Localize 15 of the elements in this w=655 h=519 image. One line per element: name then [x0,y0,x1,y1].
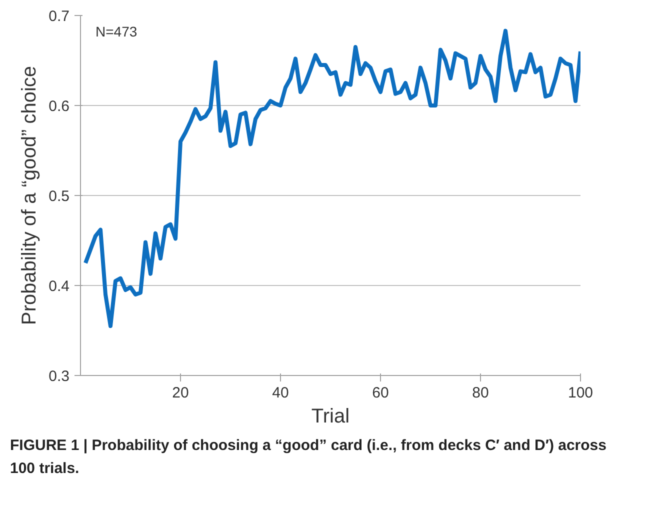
caption: FIGURE 1 | Probability of choosing a “good” card (i.e., from decks C′ and D′) across 100 trials. [10,436,608,478]
x-tick-label: 80 [472,384,489,402]
y-tick-label: 0.3 [48,368,70,385]
y-tick-label: 0.5 [48,188,70,205]
x-tick-label: 20 [172,384,189,402]
x-tick-label: 100 [568,384,594,402]
x-axis-title: Trial [311,406,350,428]
x-tick-label: 40 [272,384,289,402]
y-tick-label: 0.7 [48,8,70,25]
y-tick-label: 0.6 [48,98,70,115]
y-axis-title: Probability of a “good” choice [18,66,41,326]
line-series [84,28,580,328]
x-tick-label: 60 [372,384,389,402]
annotation: N=473 [96,24,138,40]
y-tick-label: 0.4 [48,278,70,295]
